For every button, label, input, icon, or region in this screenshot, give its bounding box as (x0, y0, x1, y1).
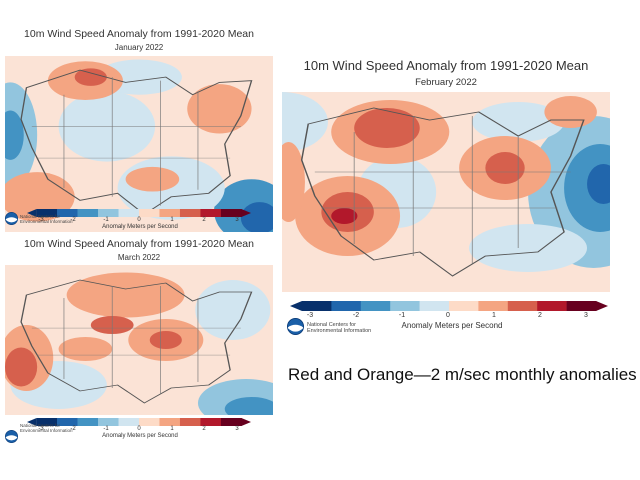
noaa-logo-icon (5, 212, 18, 225)
colorbar-swatch (139, 418, 160, 426)
map-subtitle: March 2022 (117, 253, 161, 262)
colorbar-tick: 3 (235, 426, 239, 432)
colorbar-swatch (360, 301, 391, 311)
colorbar-swatch (57, 209, 78, 217)
colorbar-tick: -2 (70, 426, 76, 432)
org-name-line2: Environmental Information (20, 428, 73, 434)
colorbar-tick: -3 (38, 426, 44, 432)
colorbar-unit-label: Anomaly Meters per Second (102, 433, 178, 439)
org-name: National Centers for Environmental Infor… (20, 423, 73, 433)
colorbar (27, 418, 251, 426)
panel-march: 10m Wind Speed Anomaly from 1991-2020 Me… (5, 238, 273, 448)
colorbar (290, 301, 608, 311)
colorbar (27, 209, 251, 217)
colorbar-swatch (537, 301, 567, 311)
colorbar-swatch (36, 209, 58, 217)
org-name: National Centers for Environmental Infor… (20, 214, 73, 224)
colorbar-swatch (98, 418, 119, 426)
colorbar-tick: 3 (235, 217, 239, 223)
org-name: National Centers for Environmental Infor… (307, 322, 371, 335)
org-name-line1: National Centers for (20, 423, 61, 428)
colorbar-swatch (36, 418, 58, 426)
colorbar-swatch (220, 418, 242, 426)
anomaly-map (5, 56, 273, 232)
colorbar-tick: -1 (103, 217, 109, 223)
colorbar-tick: 0 (446, 312, 450, 319)
map-subtitle: January 2022 (114, 43, 164, 52)
colorbar-swatch (390, 301, 420, 311)
colorbar-tick: -1 (103, 426, 109, 432)
colorbar-swatch (179, 209, 201, 217)
colorbar-swatch (159, 209, 181, 217)
colorbar-swatch (419, 301, 450, 311)
map-subtitle: February 2022 (415, 77, 477, 88)
colorbar-swatch (507, 301, 538, 311)
colorbar-tick: -3 (38, 217, 44, 223)
colorbar-swatch (98, 209, 119, 217)
colorbar-tick: 3 (584, 312, 588, 319)
colorbar-arrow-low (27, 418, 37, 426)
map-title: 10m Wind Speed Anomaly from 1991-2020 Me… (24, 238, 254, 250)
anomaly-map-canvas (282, 92, 610, 292)
colorbar-swatch (57, 418, 78, 426)
colorbar-swatch (77, 209, 99, 217)
noaa-logo-icon (287, 318, 304, 335)
anomaly-map-canvas (5, 265, 273, 415)
slide-caption: Red and Orange—2 m/sec monthly anomalies (288, 365, 637, 384)
org-name-line1: National Centers for (20, 214, 61, 219)
panel-february: 10m Wind Speed Anomaly from 1991-2020 Me… (282, 58, 610, 340)
colorbar-tick: 1 (170, 426, 174, 432)
colorbar-swatch (200, 418, 222, 426)
colorbar-tick: 2 (538, 312, 542, 319)
colorbar-tick: 0 (137, 426, 141, 432)
colorbar-arrow-low (27, 209, 37, 217)
colorbar-tick: 2 (202, 426, 206, 432)
colorbar-tick: 1 (170, 217, 174, 223)
colorbar-swatch (449, 301, 479, 311)
colorbar-tick: -3 (306, 312, 314, 319)
colorbar-arrow-low (290, 301, 302, 311)
anomaly-map-canvas (5, 56, 273, 232)
map-title: 10m Wind Speed Anomaly from 1991-2020 Me… (24, 28, 254, 40)
colorbar-swatch (159, 418, 181, 426)
colorbar-swatch (118, 209, 140, 217)
colorbar-swatch (220, 209, 242, 217)
colorbar-swatch (200, 209, 222, 217)
colorbar-swatch (302, 301, 332, 311)
colorbar-tick: 0 (137, 217, 141, 223)
colorbar-tick: -2 (352, 312, 360, 319)
colorbar-swatch (77, 418, 99, 426)
org-name-line2: Environmental Information (20, 219, 73, 225)
anomaly-map (5, 265, 273, 415)
colorbar-swatch (139, 209, 160, 217)
colorbar-unit-label: Anomaly Meters per Second (401, 321, 503, 330)
colorbar-unit-label: Anomaly Meters per Second (102, 224, 178, 230)
panel-january: 10m Wind Speed Anomaly from 1991-2020 Me… (5, 28, 273, 238)
colorbar-swatch (478, 301, 509, 311)
colorbar-tick: -1 (398, 312, 406, 319)
noaa-logo-icon (5, 430, 18, 443)
colorbar-tick: -2 (70, 217, 76, 223)
map-title: 10m Wind Speed Anomaly from 1991-2020 Me… (303, 58, 589, 73)
colorbar-tick: 1 (492, 312, 496, 319)
colorbar-arrow-high (596, 301, 608, 311)
colorbar-arrow-high (241, 209, 251, 217)
colorbar-swatch (179, 418, 201, 426)
anomaly-map (282, 92, 610, 292)
org-name-line1: National Centers for (307, 322, 356, 328)
colorbar-tick: 2 (202, 217, 206, 223)
org-name-line2: Environmental Information (307, 328, 372, 335)
colorbar-arrow-high (241, 418, 251, 426)
colorbar-swatch (566, 301, 597, 311)
colorbar-swatch (331, 301, 362, 311)
colorbar-swatch (118, 418, 140, 426)
